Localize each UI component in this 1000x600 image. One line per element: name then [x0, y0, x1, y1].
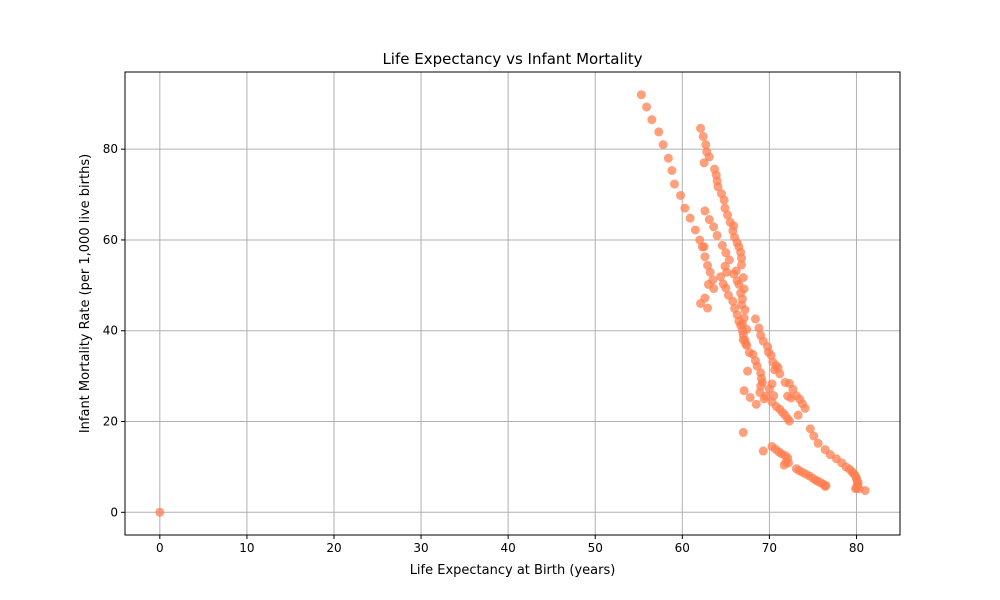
data-point	[663, 153, 673, 163]
data-point	[724, 255, 734, 265]
data-point	[737, 326, 747, 336]
y-axis-label: Infant Mortality Rate (per 1,000 live bi…	[78, 154, 93, 433]
data-point	[700, 206, 710, 216]
data-point	[716, 272, 726, 282]
data-point	[721, 248, 731, 258]
data-point	[786, 393, 796, 403]
y-tick-label: 60	[103, 233, 118, 247]
data-point	[713, 182, 723, 192]
data-point	[699, 242, 709, 252]
x-tick-label: 70	[762, 541, 777, 555]
data-point	[767, 379, 777, 389]
data-point	[738, 427, 748, 437]
data-point	[775, 369, 785, 379]
x-tick-label: 30	[413, 541, 428, 555]
y-tick-label: 20	[103, 415, 118, 429]
data-point	[784, 416, 794, 426]
y-tick-label: 40	[103, 324, 118, 338]
data-points	[155, 90, 870, 517]
data-point	[658, 140, 668, 150]
data-point	[737, 260, 747, 270]
data-point	[729, 269, 739, 279]
x-axis-label: Life Expectancy at Birth (years)	[410, 563, 616, 578]
data-point	[813, 438, 823, 448]
data-point	[758, 446, 768, 456]
data-point	[690, 225, 700, 235]
data-point	[647, 115, 657, 125]
data-point	[667, 166, 677, 176]
data-point	[737, 253, 747, 263]
data-point	[712, 230, 722, 240]
data-point	[703, 260, 713, 270]
data-point	[700, 252, 710, 262]
y-axis-ticks: 0 20 40 60 80	[103, 142, 125, 519]
data-point	[728, 296, 738, 306]
data-point	[709, 222, 719, 232]
data-point	[703, 303, 713, 313]
data-point	[820, 481, 830, 491]
data-point	[676, 190, 686, 200]
data-point	[743, 366, 753, 376]
data-point	[704, 152, 714, 162]
x-tick-label: 10	[239, 541, 254, 555]
data-point	[717, 240, 727, 250]
data-point	[723, 210, 733, 220]
data-point	[701, 140, 711, 150]
x-axis-ticks: 0 10 20 30 40 50 60 70 80	[156, 535, 864, 555]
data-point	[739, 386, 749, 396]
data-point	[751, 399, 761, 409]
data-point	[698, 131, 708, 141]
data-point	[860, 486, 870, 496]
x-tick-label: 50	[588, 541, 603, 555]
data-point	[642, 102, 652, 112]
grid	[125, 72, 900, 535]
data-point	[800, 403, 810, 413]
data-point	[779, 460, 789, 470]
x-tick-label: 60	[675, 541, 690, 555]
data-point	[636, 90, 646, 100]
data-point	[754, 323, 764, 333]
chart-title: Life Expectancy vs Infant Mortality	[382, 50, 642, 68]
data-point	[696, 123, 706, 133]
data-point	[654, 127, 664, 137]
data-point	[741, 339, 751, 349]
data-point	[809, 431, 819, 441]
x-tick-label: 20	[326, 541, 341, 555]
data-point	[720, 203, 730, 213]
data-point	[669, 179, 679, 189]
y-tick-label: 80	[103, 142, 118, 156]
data-point	[685, 213, 695, 223]
x-tick-label: 0	[156, 541, 164, 555]
data-point	[719, 195, 729, 205]
data-point	[745, 392, 755, 402]
data-point	[805, 424, 815, 434]
data-point	[699, 158, 709, 168]
data-point	[704, 215, 714, 225]
data-point	[155, 507, 165, 517]
data-point	[766, 350, 776, 360]
data-point	[752, 361, 762, 371]
x-tick-label: 40	[501, 541, 516, 555]
x-tick-label: 80	[849, 541, 864, 555]
data-point	[705, 267, 715, 277]
data-point	[680, 203, 690, 213]
y-tick-label: 0	[110, 505, 118, 519]
data-point	[738, 273, 748, 283]
data-point	[750, 314, 760, 324]
data-point	[709, 284, 719, 294]
data-point	[740, 305, 750, 315]
data-point	[761, 391, 771, 401]
data-point	[695, 235, 705, 245]
data-point	[793, 410, 803, 420]
data-point	[721, 283, 731, 293]
plot-area-frame	[124, 71, 901, 536]
data-point	[700, 293, 710, 303]
